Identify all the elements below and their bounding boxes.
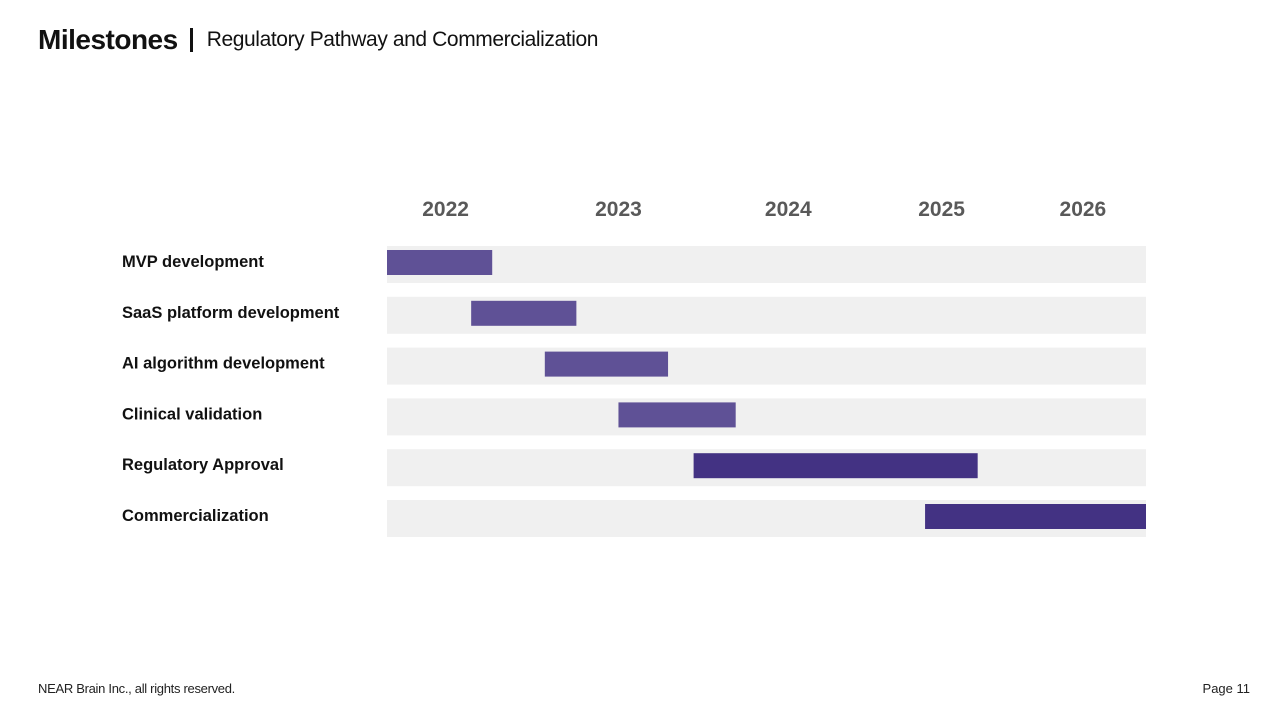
task-bar-saas-platform-development <box>471 300 577 326</box>
page-subtitle: Regulatory Pathway and Commercialization <box>206 28 599 51</box>
task-bars <box>387 250 1146 529</box>
task-label-saas-platform-development: SaaS platform development <box>122 304 340 322</box>
page-title: Milestones <box>38 24 178 55</box>
task-bar-regulatory-approval <box>693 453 978 479</box>
header: Milestones Regulatory Pathway and Commer… <box>38 22 598 58</box>
task-track-ai-algorithm-development <box>387 347 1146 385</box>
task-track-mvp-development <box>387 246 1146 283</box>
year-label-2022: 2022 <box>422 198 469 221</box>
year-label-2023: 2023 <box>595 198 642 221</box>
task-label-ai-algorithm-development: AI algorithm development <box>122 355 325 373</box>
title-divider <box>189 28 193 52</box>
task-bar-mvp-development <box>387 250 493 275</box>
year-label-2025: 2025 <box>918 198 965 221</box>
task-label-commercialization: Commercialization <box>122 507 269 525</box>
task-track-clinical-validation <box>387 398 1146 436</box>
task-labels: MVP development SaaS platform development… <box>122 253 340 525</box>
task-label-mvp-development: MVP development <box>122 253 264 271</box>
task-bar-commercialization <box>925 504 1146 529</box>
task-bar-ai-algorithm-development <box>544 351 669 377</box>
task-label-clinical-validation: Clinical validation <box>122 405 262 423</box>
task-tracks <box>387 246 1146 537</box>
year-label-2024: 2024 <box>765 198 812 221</box>
page-number: Page 11 <box>1202 681 1250 696</box>
task-label-regulatory-approval: Regulatory Approval <box>122 456 284 474</box>
footer-copyright: NEAR Brain Inc., all rights reserved. <box>38 681 235 696</box>
task-bar-clinical-validation <box>618 402 736 428</box>
year-label-2026: 2026 <box>1060 198 1107 221</box>
year-axis: 2022 2023 2024 2025 2026 <box>422 198 1106 221</box>
